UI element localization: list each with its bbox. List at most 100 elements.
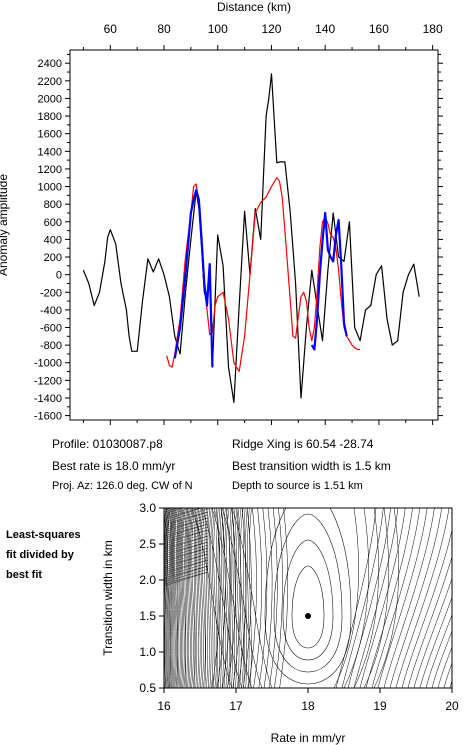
x-tick-label: 80: [157, 22, 171, 36]
width-axis-title: Transition width in km: [101, 540, 115, 656]
contour-line: [229, 508, 232, 688]
contour-line: [197, 508, 201, 688]
contour-line: [169, 508, 172, 688]
rate-tick-label: 16: [157, 699, 171, 713]
contour-line: [353, 508, 379, 688]
contour-line: [236, 508, 240, 688]
contour-line: [242, 508, 252, 688]
contour-line: [449, 680, 452, 688]
rate-tick-label: 18: [301, 699, 315, 713]
contour-line: [221, 508, 224, 688]
width-tick-label: 1.0: [139, 645, 156, 659]
contour-line: [211, 508, 221, 688]
contour-line: [164, 529, 209, 545]
contour-line: [263, 508, 273, 688]
contour-line: [164, 523, 209, 537]
contour-line: [419, 596, 452, 688]
x-tick-label: 160: [369, 22, 389, 36]
x-tick-label: 100: [208, 22, 228, 36]
contour-line: [208, 508, 212, 688]
contour-line: [195, 508, 198, 688]
contour-line: [231, 508, 273, 688]
y-tick-label: 200: [44, 252, 62, 264]
contour-line: [443, 662, 452, 688]
contour-line: [211, 508, 216, 688]
y-tick-label: -600: [40, 323, 62, 335]
contour-line: [164, 559, 209, 573]
contour-line: [164, 511, 209, 527]
contour-line: [191, 508, 196, 688]
top-plot-frame: [69, 49, 439, 421]
contour-line: [431, 630, 452, 688]
contour-line: [226, 508, 230, 688]
y-tick-label: 800: [44, 199, 62, 211]
fit-segment-line-2: [310, 211, 348, 351]
x-axis-title: Distance (km): [217, 0, 291, 14]
contour-line: [201, 508, 243, 688]
contour-line: [253, 508, 263, 688]
rate-tick-label: 17: [229, 699, 243, 713]
side-note-line-1: Least-squares: [6, 529, 81, 541]
y-tick-label: -200: [40, 287, 62, 299]
contour-line: [182, 508, 186, 688]
width-tick-label: 0.5: [139, 681, 156, 695]
rate-tick-label: 19: [373, 699, 387, 713]
contour-line: [216, 508, 226, 688]
y-tick-label: -400: [40, 305, 62, 317]
contour-line: [164, 529, 209, 543]
contour-line: [200, 508, 204, 688]
contour-loop: [282, 539, 334, 661]
contour-line: [437, 646, 452, 688]
best-fit-point: [305, 613, 311, 619]
contour-line: [164, 571, 209, 585]
contour-line: [219, 508, 222, 688]
contour-line: [164, 508, 165, 509]
contour-line: [279, 508, 289, 688]
contour-line: [343, 508, 369, 688]
contour-line: [224, 508, 228, 688]
contour-line: [164, 559, 209, 575]
best-width-label: Best transition width is 1.5 km: [232, 459, 391, 473]
contour-line: [164, 508, 209, 523]
contour-line: [164, 541, 209, 557]
contour-line: [213, 508, 218, 688]
contour-line: [164, 547, 209, 563]
contour-line: [176, 508, 179, 688]
contour-line: [230, 508, 234, 688]
contour-line: [377, 508, 428, 688]
y-tick-label: 400: [44, 234, 62, 246]
contour-line: [177, 508, 180, 688]
contour-line: [204, 508, 207, 688]
model-profile-line: [166, 177, 361, 373]
contour-line: [249, 508, 252, 688]
side-note-line-2: fit divided by: [6, 549, 74, 561]
contour-line: [240, 508, 244, 688]
y-tick-label: 1400: [38, 146, 62, 158]
contour-line: [164, 508, 202, 519]
contour-line: [164, 532, 209, 547]
contour-line: [180, 508, 184, 688]
contour-line: [164, 517, 209, 533]
y-tick-label: 1600: [38, 129, 62, 141]
contour-line: [221, 508, 263, 688]
contour-line: [179, 508, 182, 688]
contour-line: [164, 523, 209, 539]
contour-line: [201, 508, 206, 688]
contour-line: [462, 508, 467, 688]
y-tick-label: -1600: [34, 411, 62, 423]
contour-line: [359, 508, 406, 688]
y-tick-label: -1200: [34, 375, 62, 387]
contour-line: [164, 562, 209, 577]
y-tick-label: -800: [40, 340, 62, 352]
contour-line: [164, 571, 209, 587]
x-tick-label: 120: [261, 22, 281, 36]
x-tick-label: 140: [315, 22, 335, 36]
contour-line: [268, 508, 278, 688]
contour-line: [237, 508, 247, 688]
contour-line: [347, 508, 391, 688]
width-tick-label: 1.5: [139, 609, 156, 623]
y-tick-label: -1000: [34, 358, 62, 370]
contour-line: [164, 544, 209, 559]
contour-line: [205, 508, 209, 688]
contour-line: [185, 508, 189, 688]
